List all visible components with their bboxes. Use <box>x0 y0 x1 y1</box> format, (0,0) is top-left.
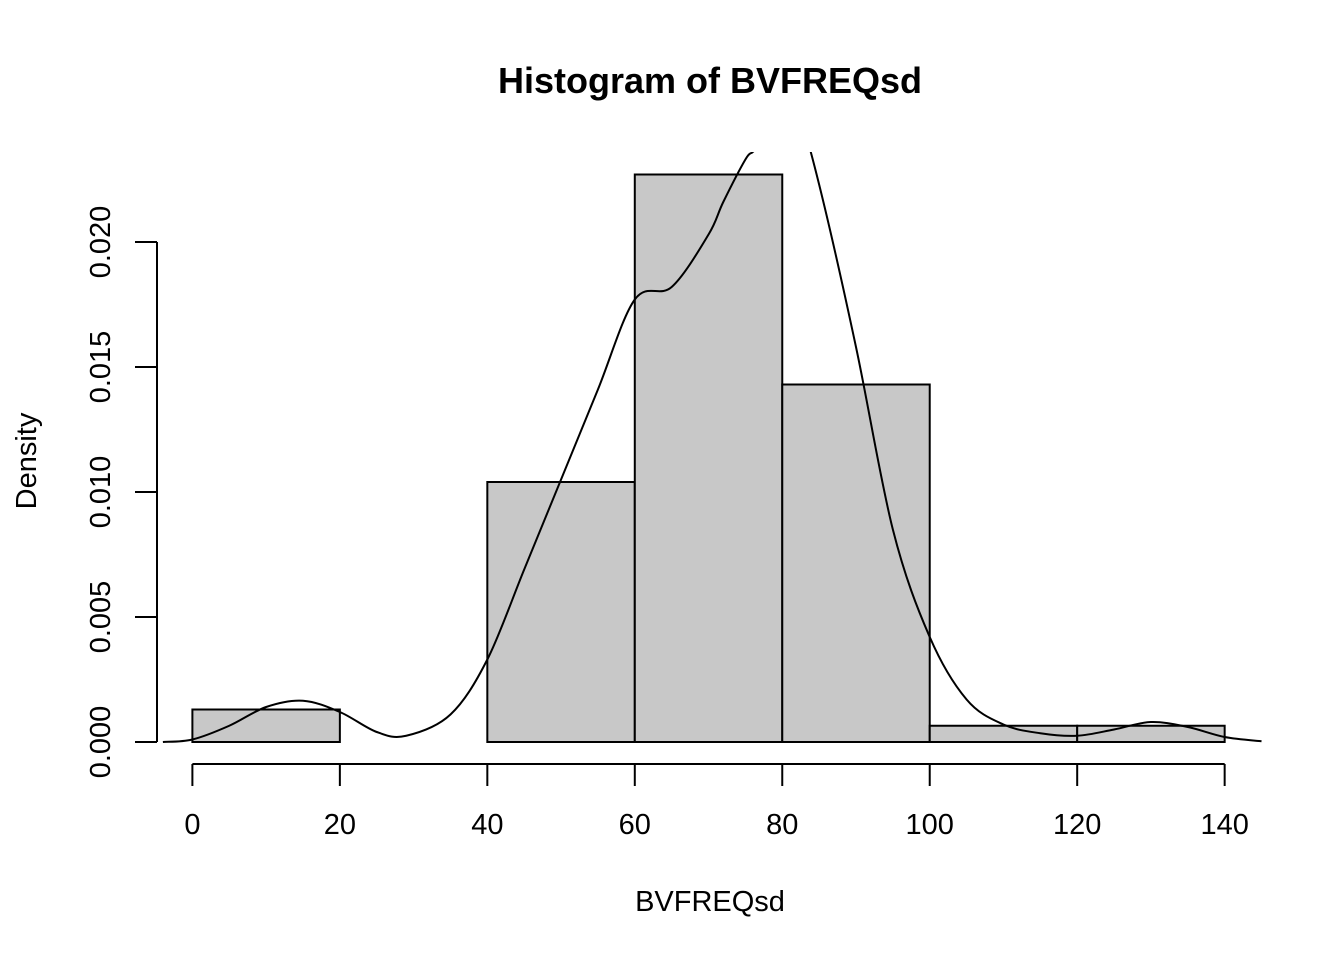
x-tick-label-60: 60 <box>619 809 651 841</box>
y-tick-label-0.000: 0.000 <box>85 706 117 779</box>
x-tick-label-0: 0 <box>184 809 200 841</box>
x-axis: 0 20 40 60 80 100 120 140 <box>184 763 1249 841</box>
y-tick-label-0.010: 0.010 <box>85 456 117 529</box>
y-tick-label-0.020: 0.020 <box>85 206 117 279</box>
histogram-bar-6 <box>928 724 1079 743</box>
histogram-bars <box>191 173 1226 743</box>
y-axis: 0.000 0.005 0.010 0.015 0.020 <box>85 206 158 779</box>
y-axis-label: Density <box>11 412 43 509</box>
histogram-bar-5 <box>781 383 931 743</box>
histogram-bar-1 <box>191 708 341 743</box>
x-tick-label-40: 40 <box>471 809 503 841</box>
x-tick-label-140: 140 <box>1200 809 1248 841</box>
histogram-bar-3 <box>486 481 636 743</box>
histogram-bar-4 <box>633 173 784 743</box>
chart-title: Histogram of BVFREQsd <box>498 60 922 101</box>
x-tick-label-100: 100 <box>906 809 954 841</box>
x-tick-label-20: 20 <box>324 809 356 841</box>
density-curve <box>162 152 1262 743</box>
x-axis-label: BVFREQsd <box>635 886 785 918</box>
x-tick-label-120: 120 <box>1053 809 1101 841</box>
y-tick-label-0.015: 0.015 <box>85 331 117 404</box>
x-tick-label-80: 80 <box>766 809 798 841</box>
y-tick-label-0.005: 0.005 <box>85 581 117 654</box>
density-curve-layer <box>162 152 1262 743</box>
histogram-bar-7 <box>1076 724 1226 743</box>
